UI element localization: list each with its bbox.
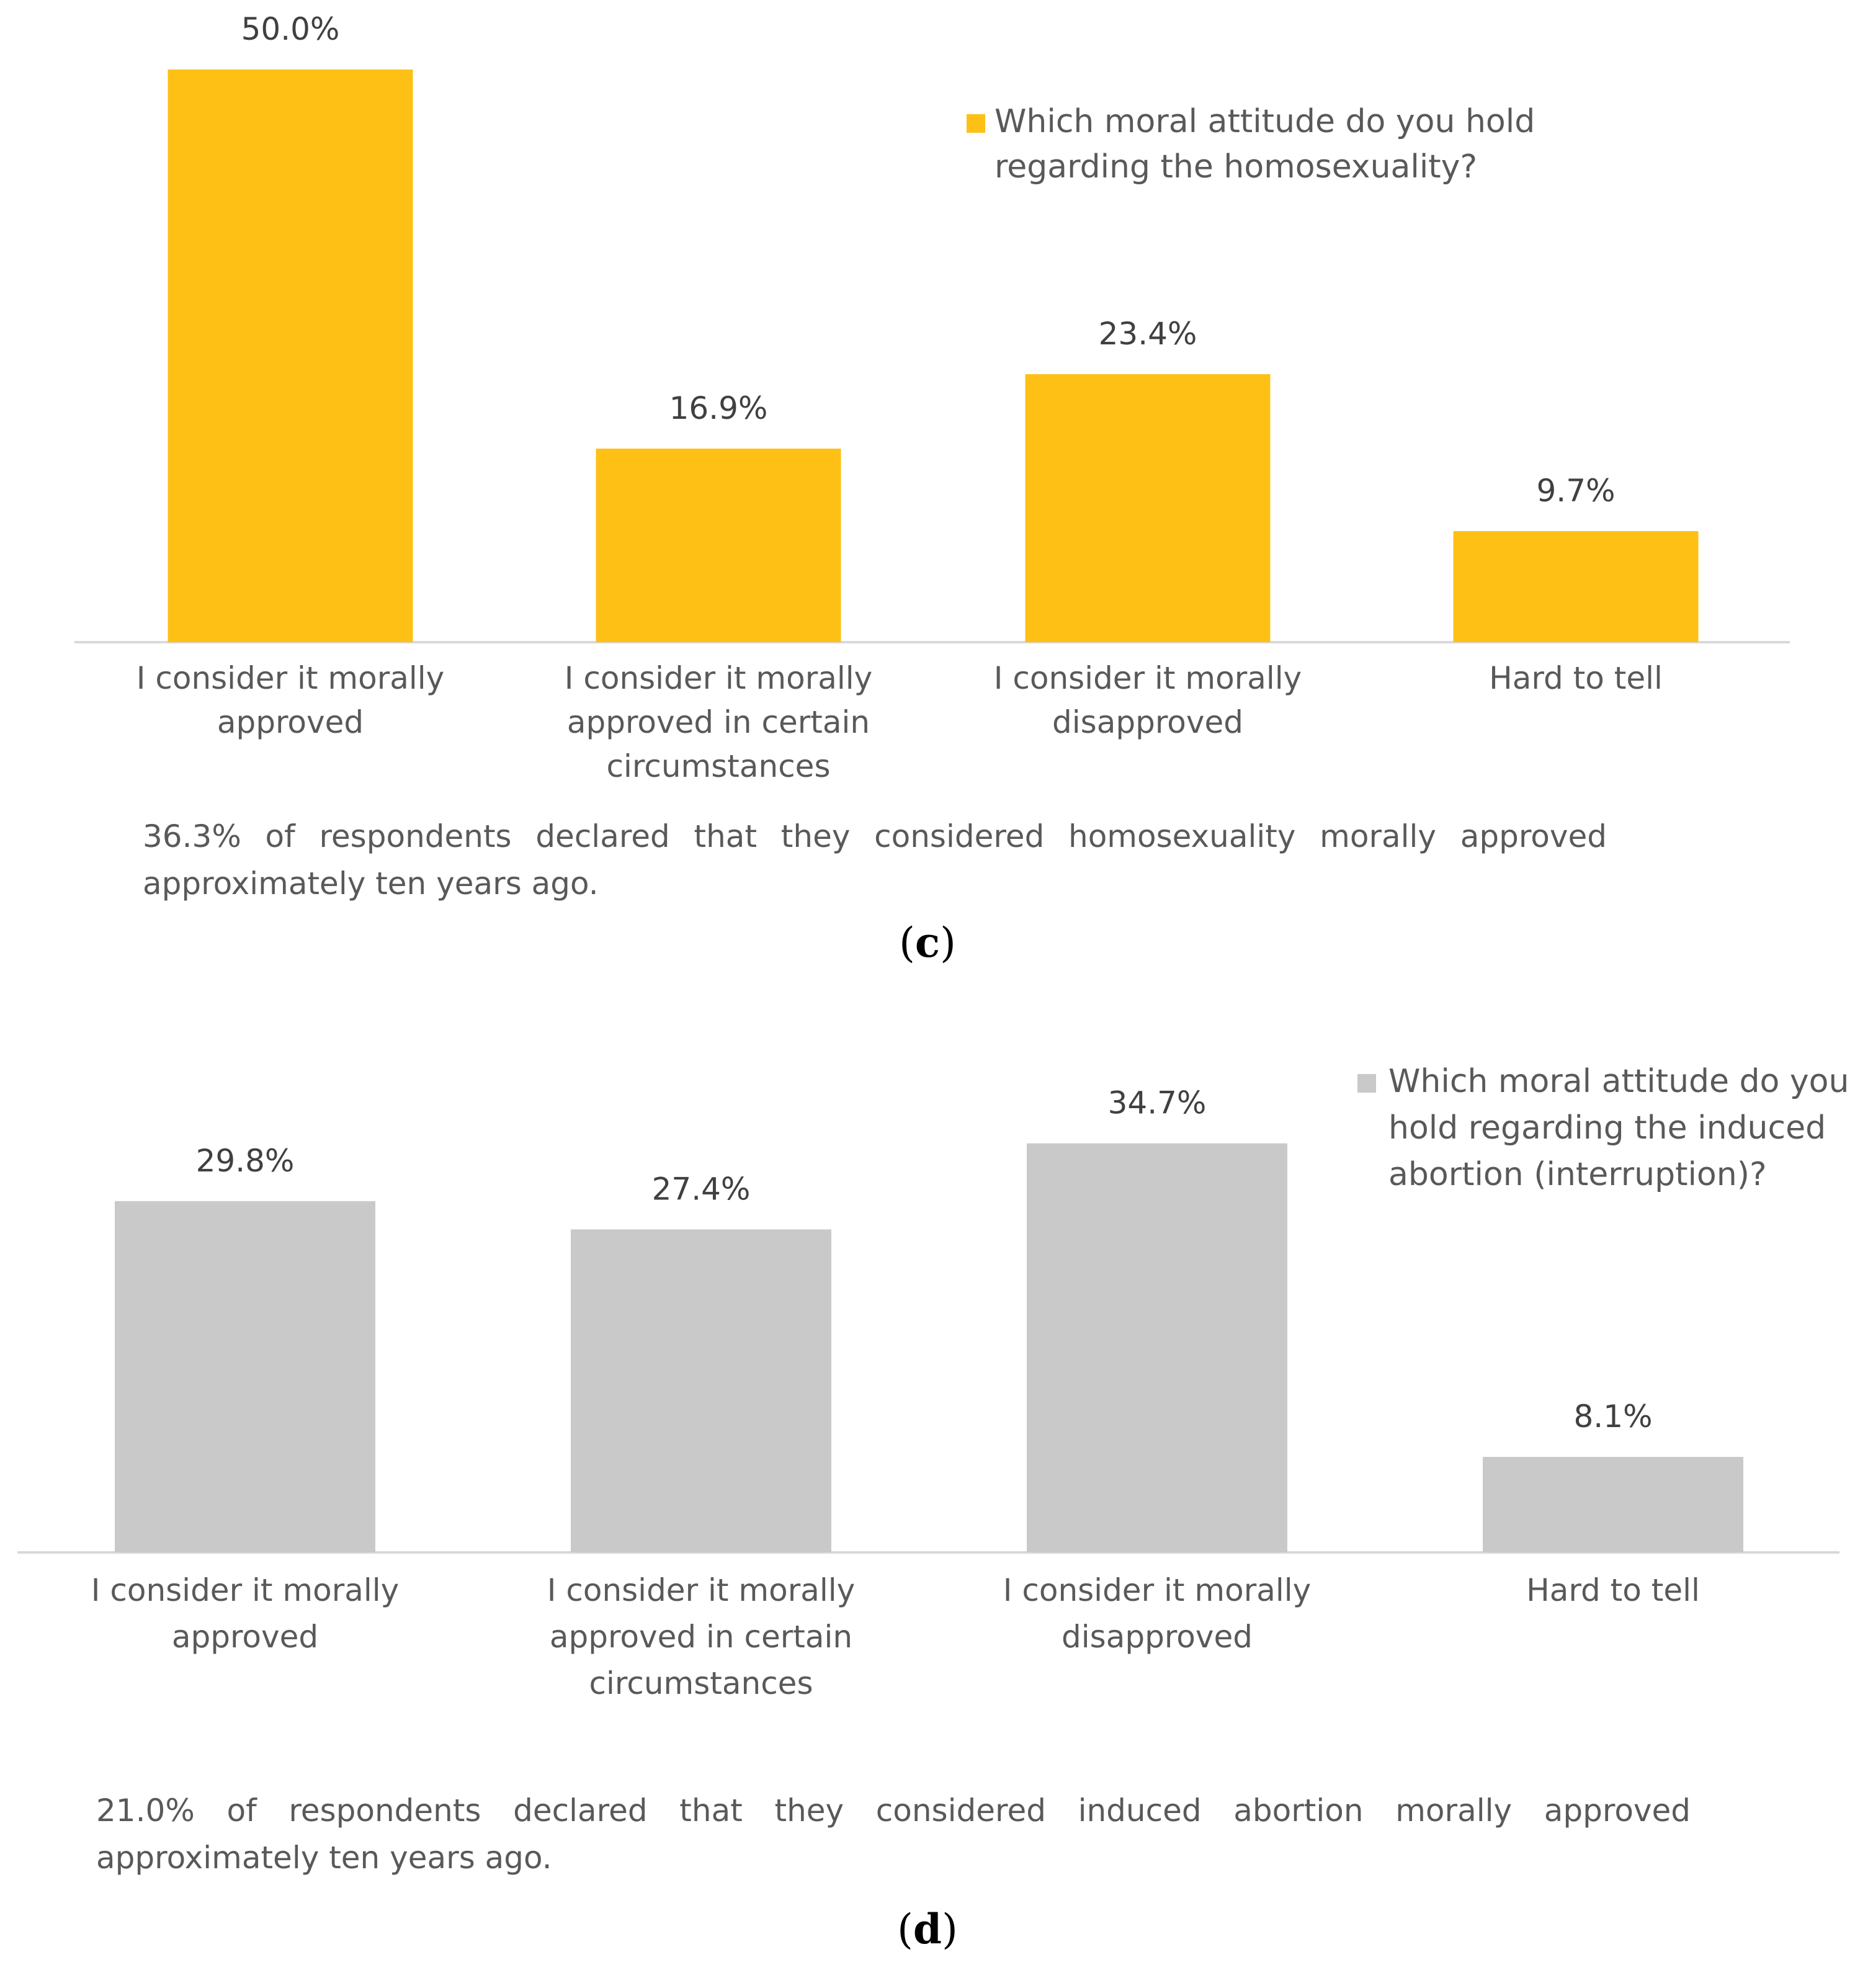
data-label: 27.4% — [652, 1171, 751, 1207]
note-line-1: 36.3% of respondents declared that they … — [143, 818, 1607, 854]
category-label: I consider it morally — [547, 1572, 856, 1608]
legend-label: regarding the homosexuality? — [995, 148, 1477, 186]
panel-label-d: (d) — [897, 1905, 958, 1953]
category-label: I consider it morally — [565, 660, 873, 696]
category-label: Hard to tell — [1489, 660, 1663, 696]
panel-label-c: (c) — [899, 918, 956, 967]
note-line-2: approximately ten years ago. — [96, 1840, 552, 1876]
category-label: approved in certain — [550, 1619, 852, 1655]
category-label: circumstances — [606, 748, 830, 784]
chart-homosexuality: 50.0% I consider it morally approved 16.9% I… — [74, 11, 1790, 784]
category-label: disapproved — [1062, 1619, 1253, 1655]
bar — [571, 1229, 831, 1552]
category-label: approved — [172, 1619, 318, 1655]
bar — [1453, 531, 1699, 642]
data-label: 16.9% — [669, 390, 768, 426]
note-induced-abortion: 21.0% of respondents declared that they … — [96, 1787, 1691, 1881]
category-label: I consider it morally — [136, 660, 445, 696]
data-label: 50.0% — [241, 11, 340, 47]
bar — [115, 1201, 375, 1552]
legend-label: hold regarding the induced — [1388, 1109, 1826, 1147]
category-label: I consider it morally — [994, 660, 1302, 696]
bar — [1483, 1457, 1743, 1552]
data-label: 29.8% — [196, 1143, 295, 1179]
data-label: 23.4% — [1099, 316, 1197, 352]
bar — [1025, 374, 1271, 642]
category-label: approved in certain — [567, 704, 870, 740]
category-label: Hard to tell — [1526, 1572, 1700, 1608]
category-label: I consider it morally — [91, 1572, 400, 1608]
legend-label: Which moral attitude do you hold — [995, 103, 1535, 140]
note-homosexuality: 36.3% of respondents declared that they … — [143, 813, 1607, 907]
data-label: 9.7% — [1536, 473, 1615, 509]
data-label: 8.1% — [1573, 1399, 1652, 1435]
note-line-1: 21.0% of respondents declared that they … — [96, 1793, 1691, 1829]
category-label: approved — [217, 704, 364, 740]
data-label: 34.7% — [1108, 1085, 1207, 1121]
legend-label: abortion (interruption)? — [1388, 1156, 1767, 1193]
legend-swatch — [967, 114, 985, 133]
legend-label: Which moral attitude do you — [1388, 1063, 1849, 1100]
legend-swatch — [1357, 1074, 1376, 1093]
category-label: I consider it morally — [1003, 1572, 1312, 1608]
bar — [1027, 1143, 1287, 1552]
category-label: circumstances — [589, 1665, 813, 1701]
note-line-2: approximately ten years ago. — [143, 866, 599, 902]
category-label: disapproved — [1052, 704, 1243, 740]
chart-induced-abortion: 29.8% I consider it morally approved 27.4% I… — [17, 1063, 1849, 1701]
bar — [596, 449, 841, 642]
bar — [168, 69, 413, 642]
